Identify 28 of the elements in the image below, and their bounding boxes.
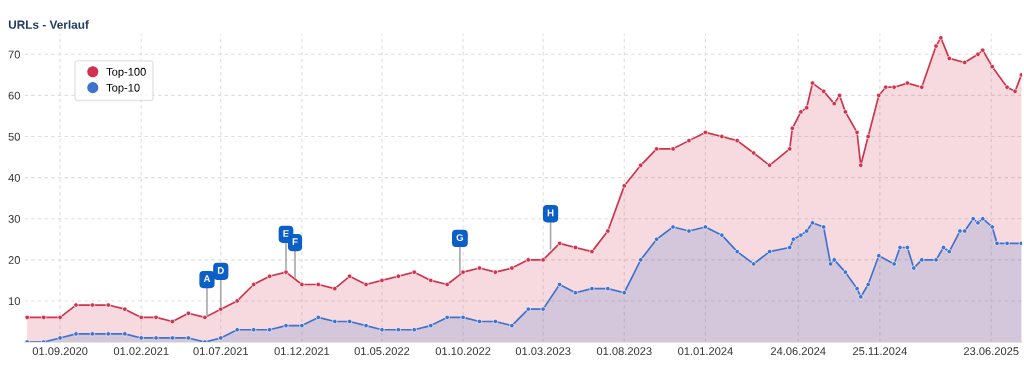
x-tick-label: 24.06.2024: [770, 347, 826, 356]
annotation: F: [292, 238, 298, 246]
annotation: G: [456, 234, 464, 242]
y-tick-label: 60: [8, 91, 20, 100]
y-tick-label: 70: [8, 50, 20, 59]
x-tick-label: 01.09.2020: [32, 347, 88, 356]
annotation: H: [547, 209, 554, 217]
x-tick-label: 01.12.2021: [274, 347, 330, 356]
y-tick-label: 20: [8, 256, 20, 264]
annotation: D: [217, 267, 224, 274]
x-tick-label: 25.11.2024: [853, 347, 907, 356]
x-tick-label: 01.01.2024: [678, 347, 733, 356]
x-tick-label: 01.10.2022: [435, 347, 491, 356]
y-tick-label: 50: [8, 132, 20, 141]
x-tick-label: 01.02.2021: [113, 347, 169, 356]
legend-label: Top-100: [106, 67, 146, 78]
y-tick-label: 30: [8, 215, 20, 223]
x-tick-label: 01.07.2021: [193, 347, 249, 356]
x-tick-label: 01.08.2023: [596, 347, 652, 356]
x-tick-label: 01.05.2022: [354, 347, 410, 356]
y-tick-label: 40: [8, 173, 20, 182]
y-tick-label: 10: [8, 297, 20, 306]
annotation: E: [283, 230, 289, 237]
legend-label: Top-10: [106, 83, 140, 94]
annotation: A: [203, 275, 211, 283]
x-tick-label: 23.06.2025: [963, 347, 1019, 356]
x-tick-label: 01.03.2023: [515, 347, 571, 356]
chart-title: URLs - Verlauf: [8, 20, 89, 29]
